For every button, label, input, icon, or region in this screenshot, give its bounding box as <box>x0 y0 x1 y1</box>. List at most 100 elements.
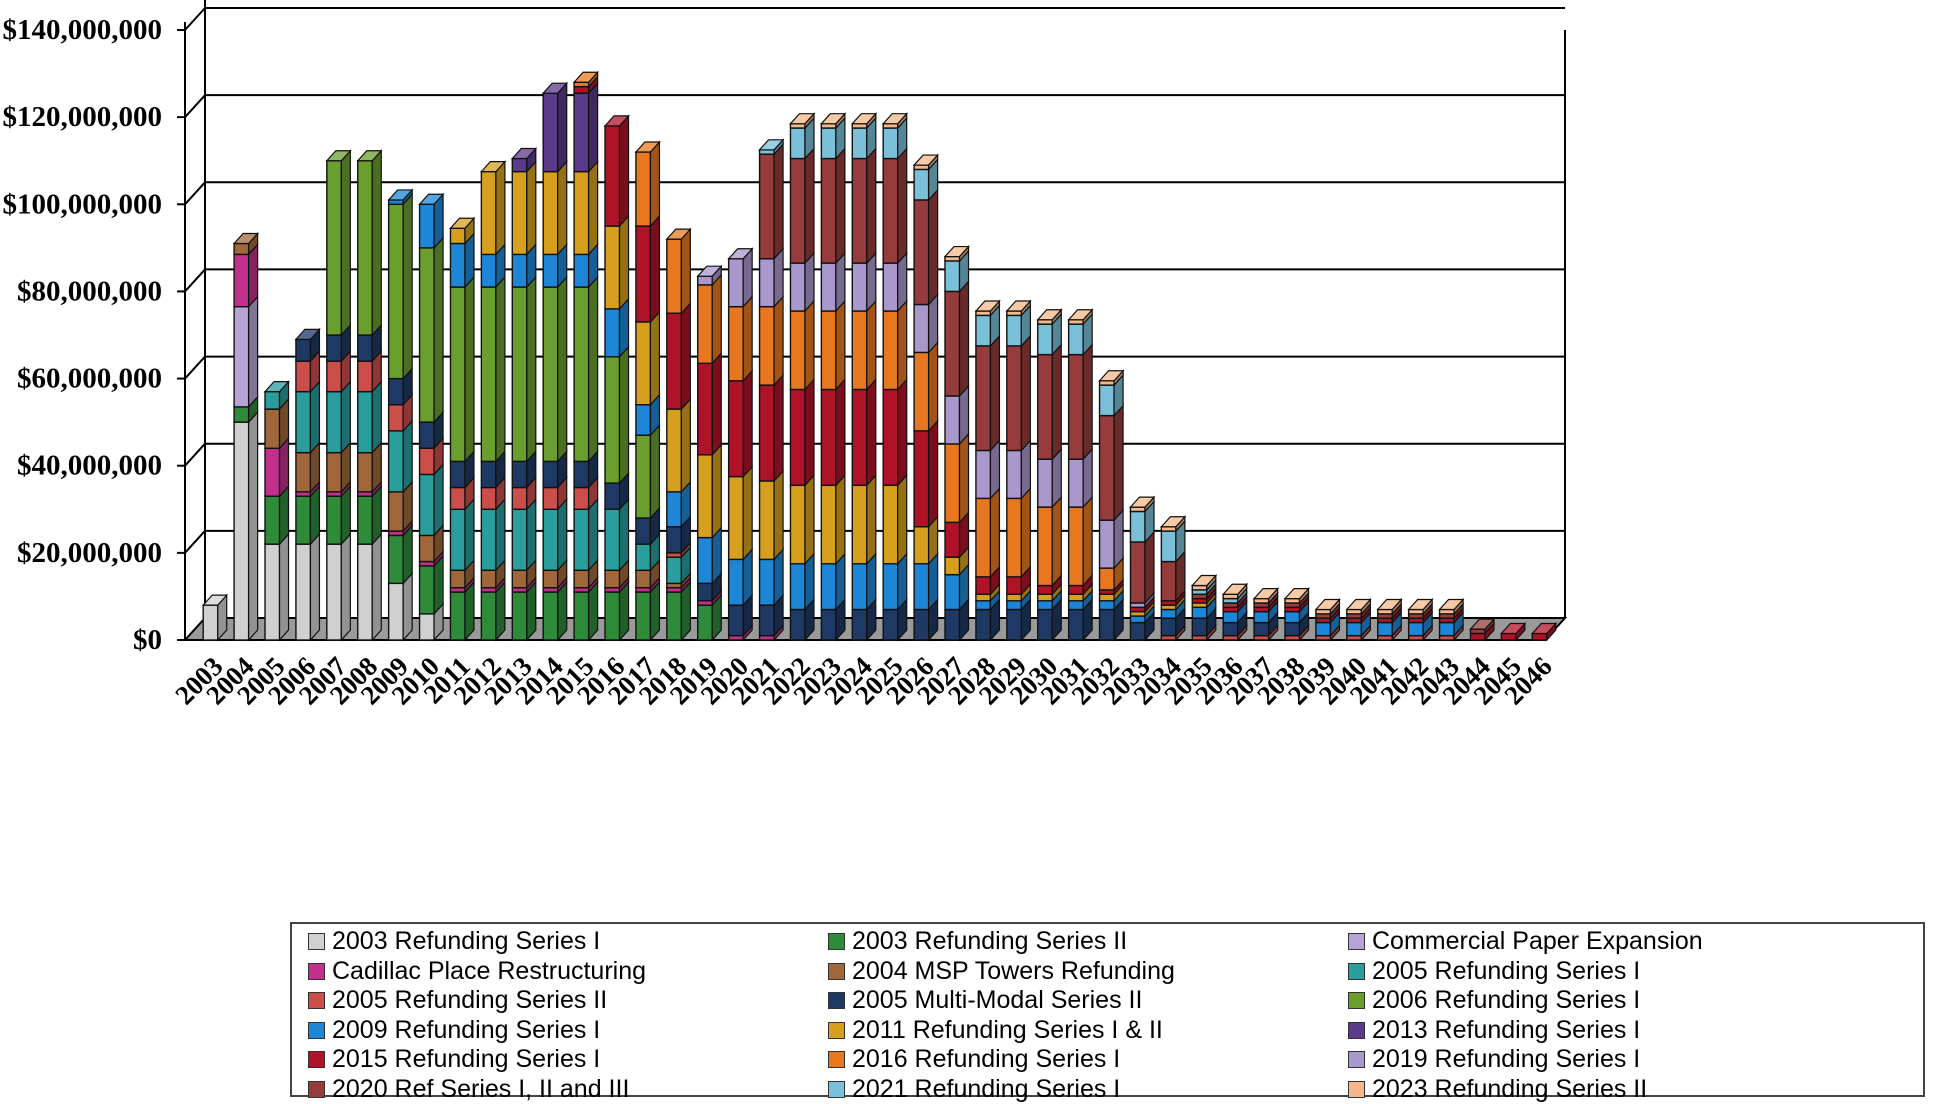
bar-segment-side <box>496 277 505 461</box>
bar-segment <box>1007 450 1022 498</box>
legend-swatch <box>828 992 845 1009</box>
bar-segment <box>420 448 435 474</box>
bar-segment <box>1007 610 1022 641</box>
bar-segment <box>1161 531 1176 562</box>
gridline-depth <box>185 269 205 291</box>
bar-segment <box>481 461 496 487</box>
legend-item: 2019 Refunding Series I <box>1348 1045 1908 1075</box>
bar-segment <box>1470 629 1485 633</box>
bar-segment <box>265 409 280 448</box>
bar-segment-side <box>712 275 721 363</box>
legend-swatch <box>1348 1051 1365 1068</box>
bar-segment <box>821 564 836 610</box>
bar-segment <box>883 389 898 485</box>
bar-segment <box>1038 594 1053 601</box>
bar-segment-side <box>898 379 907 485</box>
bar-segment <box>512 509 527 570</box>
bar-segment-side <box>1083 497 1092 585</box>
bar-segment <box>1007 311 1022 315</box>
bar-segment-side <box>249 297 258 407</box>
bar-segment <box>667 313 682 409</box>
bar-segment <box>790 610 805 641</box>
legend-swatch <box>308 992 325 1009</box>
bar-segment <box>512 570 527 587</box>
bar-segment <box>1470 633 1485 640</box>
bar-segment <box>636 544 651 570</box>
bar-segment <box>543 570 558 587</box>
bar-segment <box>1378 610 1393 614</box>
bar-segment-side <box>249 412 258 640</box>
legend-item: 2021 Refunding Series I <box>828 1075 1348 1104</box>
bar-segment-side <box>836 475 845 563</box>
legend-label: 2023 Refunding Series II <box>1372 1075 1647 1104</box>
bar-segment-side <box>990 488 999 576</box>
bar-segment <box>914 431 929 527</box>
bar-segment-side <box>372 151 381 335</box>
bar-segment <box>605 357 620 483</box>
bar-segment <box>852 159 867 264</box>
bar-segment-side <box>712 445 721 538</box>
bar-segment <box>389 204 404 378</box>
bar-segment <box>760 150 775 154</box>
bar-segment <box>296 392 311 453</box>
bar-segment-side <box>650 216 659 322</box>
bar-segment <box>852 263 867 311</box>
legend-item: 2003 Refunding Series I <box>308 927 828 957</box>
bar-segment-side <box>589 83 598 171</box>
bar-segment <box>605 483 620 509</box>
bar-segment <box>481 592 496 640</box>
bar-segment <box>1069 507 1084 585</box>
y-tick-label: $120,000,000 <box>3 101 163 133</box>
bar-segment <box>234 307 249 407</box>
legend-swatch <box>308 1081 325 1098</box>
bar-segment <box>945 522 960 557</box>
bar-segment <box>698 538 713 584</box>
bar-segment-side <box>898 475 907 563</box>
bar-segment <box>821 159 836 264</box>
bar-segment <box>1130 511 1145 542</box>
bar-segment <box>883 263 898 311</box>
bar-segment <box>729 477 744 560</box>
bar-segment-side <box>743 467 752 560</box>
bar-segment <box>821 311 836 389</box>
bar-segment-side <box>805 301 814 389</box>
legend-swatch <box>828 933 845 950</box>
bar-segment <box>914 352 929 430</box>
bar-segment <box>1285 623 1300 636</box>
bar-segment <box>605 570 620 587</box>
legend-item: 2006 Refunding Series I <box>1348 986 1908 1016</box>
y-tick-label: $100,000,000 <box>3 188 163 220</box>
bar-segment-side <box>805 149 814 264</box>
bar-segment <box>1007 498 1022 576</box>
bar-segment <box>327 161 342 335</box>
bar-segment <box>265 448 280 496</box>
bar-segment <box>1440 623 1455 636</box>
bar-segment-side <box>434 238 443 422</box>
bar-segment <box>698 583 713 600</box>
bar-segment <box>296 361 311 392</box>
bar-segment <box>1316 623 1331 636</box>
bar-segment <box>883 610 898 641</box>
bar-segment <box>698 276 713 285</box>
bar-segment <box>976 601 991 610</box>
bar-segment <box>327 335 342 361</box>
bar-segment <box>574 488 589 510</box>
bar-segment <box>976 450 991 498</box>
bar-segment <box>605 226 620 309</box>
bar-segment-side <box>836 379 845 485</box>
legend-label: 2013 Refunding Series I <box>1372 1016 1640 1045</box>
bar-segment <box>1038 324 1053 355</box>
legend-swatch <box>1348 1022 1365 1039</box>
bar-segment <box>574 461 589 487</box>
bar-segment <box>1007 346 1022 451</box>
bar-segment-side <box>341 151 350 335</box>
bar-segment-side <box>310 534 319 640</box>
bar-segment <box>852 124 867 128</box>
bar-segment-side <box>805 379 814 485</box>
bar-segment <box>574 570 589 587</box>
bar-segment <box>1347 610 1362 614</box>
bar-segment <box>976 311 991 315</box>
bar-segment <box>389 535 404 583</box>
legend-label: 2006 Refunding Series I <box>1372 986 1640 1015</box>
bar-segment <box>729 559 744 605</box>
